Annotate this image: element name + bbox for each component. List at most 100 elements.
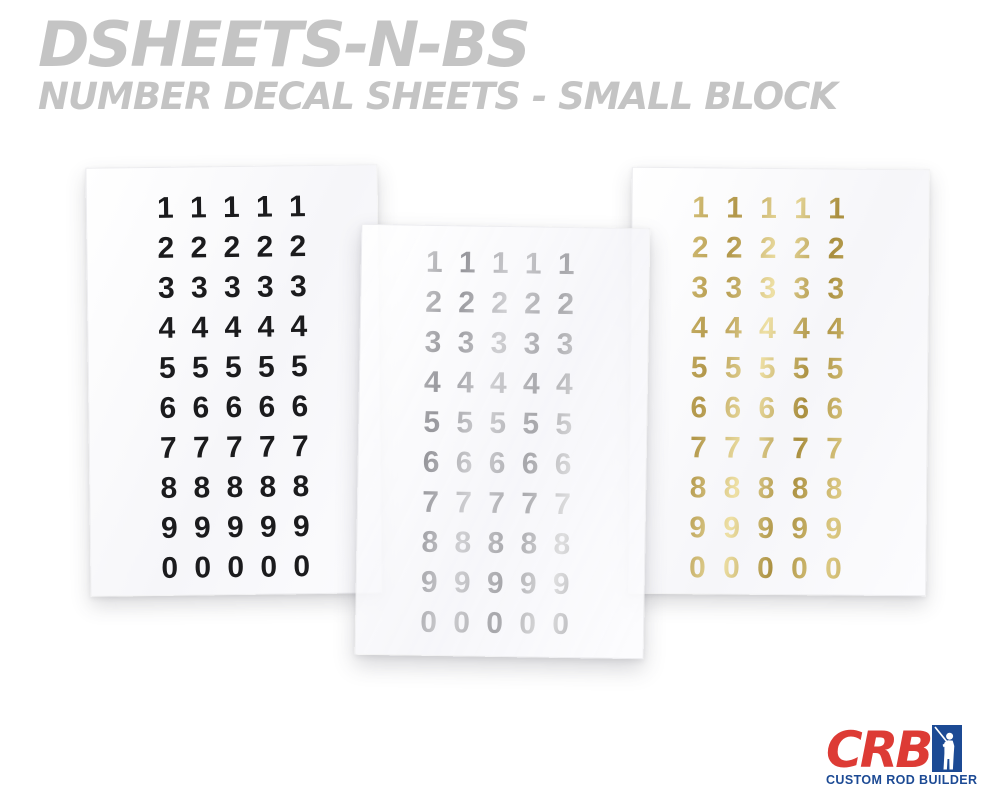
digit-4: 4 [724, 311, 742, 345]
digit-2: 2 [157, 231, 175, 265]
digit-2: 2 [759, 231, 777, 265]
crb-logo-top: CRB [826, 721, 990, 779]
digit-2: 2 [458, 286, 476, 320]
digit-7: 7 [825, 432, 843, 466]
digit-5: 5 [522, 407, 540, 441]
digit-7: 7 [520, 487, 539, 521]
digit-0: 0 [194, 551, 212, 585]
digit-6: 6 [826, 392, 844, 426]
crb-brand-text: CRB [826, 721, 933, 779]
digit-1: 1 [288, 190, 306, 224]
digit-0: 0 [688, 551, 706, 585]
digit-0: 0 [161, 551, 179, 585]
digit-9: 9 [791, 512, 809, 546]
digit-8: 8 [292, 470, 310, 504]
digit-3: 3 [793, 272, 811, 306]
digit-7: 7 [159, 431, 177, 465]
digit-1: 1 [425, 245, 443, 280]
digit-8: 8 [825, 472, 843, 506]
digit-9: 9 [689, 511, 707, 545]
digit-4: 4 [224, 310, 242, 345]
digit-6: 6 [159, 391, 177, 425]
digit-2: 2 [190, 231, 208, 265]
digit-7: 7 [421, 485, 440, 520]
digit-5: 5 [290, 350, 308, 384]
digit-2: 2 [524, 287, 542, 321]
fisherman-with-rod-icon [934, 726, 955, 770]
digit-9: 9 [723, 511, 741, 545]
digit-9: 9 [420, 565, 438, 599]
digit-6: 6 [792, 392, 810, 426]
digit-4: 4 [191, 311, 209, 345]
digit-6: 6 [488, 446, 506, 481]
digit-8: 8 [226, 470, 244, 505]
crb-logo-box [932, 725, 963, 772]
digit-9: 9 [486, 566, 504, 601]
digit-3: 3 [157, 271, 175, 305]
digit-2: 2 [256, 230, 274, 264]
digit-8: 8 [791, 472, 809, 506]
digit-4: 4 [489, 366, 508, 401]
digit-3: 3 [289, 270, 307, 304]
digit-0: 0 [486, 606, 504, 641]
digit-8: 8 [454, 526, 472, 560]
digit-1: 1 [524, 247, 542, 281]
crb-logo: CRB CUSTOM ROD BUILDER [826, 724, 990, 792]
digit-1: 1 [557, 247, 575, 282]
digit-8: 8 [553, 527, 571, 562]
digit-3: 3 [457, 326, 475, 360]
digit-6: 6 [554, 447, 572, 482]
digit-5: 5 [724, 351, 742, 385]
digit-1: 1 [156, 191, 174, 225]
digit-4: 4 [522, 367, 541, 401]
digit-7: 7 [454, 486, 473, 520]
digit-8: 8 [520, 527, 538, 561]
digit-5: 5 [158, 351, 176, 385]
digit-0: 0 [293, 550, 311, 584]
digit-5: 5 [826, 352, 844, 386]
digit-9: 9 [757, 511, 775, 545]
digit-7: 7 [791, 432, 809, 466]
digit-0: 0 [519, 607, 537, 641]
digit-7: 7 [192, 431, 210, 465]
digit-9: 9 [226, 510, 244, 545]
digit-4: 4 [792, 312, 810, 346]
digit-6: 6 [258, 390, 276, 424]
digit-0: 0 [227, 550, 245, 585]
digit-4: 4 [290, 310, 308, 344]
digit-8: 8 [193, 471, 211, 505]
digit-2: 2 [425, 285, 443, 320]
digit-1: 1 [458, 246, 476, 280]
digit-3: 3 [759, 271, 777, 305]
digit-8: 8 [160, 471, 178, 505]
digit-6: 6 [422, 445, 440, 480]
digit-6: 6 [521, 447, 539, 481]
digit-5: 5 [423, 405, 441, 440]
digit-7: 7 [291, 430, 309, 464]
digit-5: 5 [191, 351, 209, 385]
